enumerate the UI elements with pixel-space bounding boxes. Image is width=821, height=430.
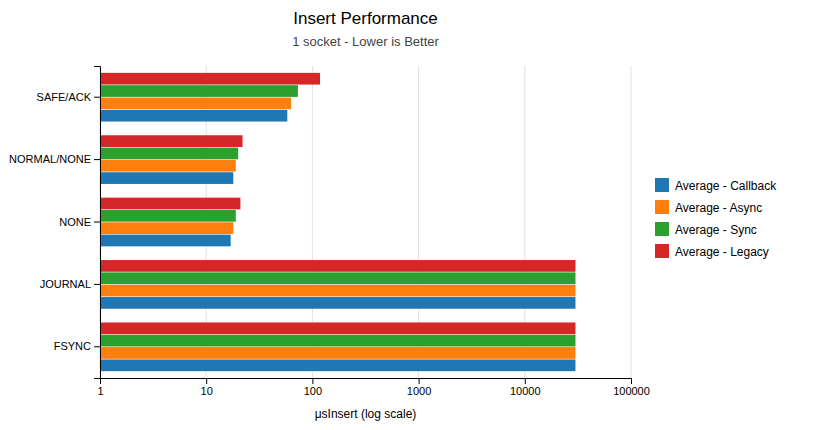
x-axis-title: μsInsert (log scale) <box>315 407 417 421</box>
bar <box>100 297 575 309</box>
tick-label: JOURNAL <box>40 278 91 290</box>
tick: 1000 <box>407 378 431 397</box>
bar-series <box>100 110 575 371</box>
legend-swatch <box>655 222 669 236</box>
tick-label: 100000 <box>613 385 650 397</box>
bar-series <box>100 98 575 359</box>
tick-mark <box>94 284 100 285</box>
bar <box>100 85 298 97</box>
plot: 1 10 100 1000 10000 100000 FSYNC JOURNAL NONE NOR… <box>9 66 650 397</box>
bar <box>100 172 233 184</box>
tick: NONE <box>59 216 100 228</box>
tick-label: 10000 <box>510 385 541 397</box>
tick-label: 1000 <box>407 385 431 397</box>
legend-label: Average - Legacy <box>675 245 769 259</box>
tick-label: NORMAL/NONE <box>9 153 91 165</box>
tick-label: 10 <box>201 385 213 397</box>
legend-label: Average - Async <box>675 201 762 215</box>
legend-item: Average - Legacy <box>655 244 769 259</box>
tick-mark <box>206 378 207 384</box>
bar <box>100 235 231 247</box>
y-axis: FSYNC JOURNAL NONE NORMAL/NONE SAFE/ACK <box>9 67 100 379</box>
bar <box>100 359 575 371</box>
tick: NORMAL/NONE <box>9 153 100 165</box>
tick-mark <box>94 97 100 98</box>
bar <box>100 73 320 85</box>
bar <box>100 272 575 284</box>
tick-label: FSYNC <box>54 340 91 352</box>
title: Insert Performance <box>293 9 438 28</box>
bars <box>100 73 575 371</box>
legend-label: Average - Callback <box>675 179 777 193</box>
bar-series <box>100 85 575 346</box>
bar <box>100 335 575 347</box>
bar <box>100 260 575 272</box>
tick-label: 100 <box>304 385 322 397</box>
tick-mark <box>631 378 632 384</box>
legend-swatch <box>655 178 669 192</box>
tick-mark <box>94 159 100 160</box>
legend-item: Average - Sync <box>655 222 757 237</box>
legend-swatch <box>655 200 669 214</box>
legend-item: Average - Async <box>655 200 762 215</box>
bar <box>100 110 287 122</box>
legend-label: Average - Sync <box>675 223 757 237</box>
tick-mark <box>94 346 100 347</box>
legend: Average - Callback Average - Async Average… <box>655 178 777 259</box>
tick: 10 <box>201 378 213 397</box>
bar <box>100 160 236 172</box>
subtitle: 1 socket - Lower is Better <box>292 34 439 49</box>
tick-mark <box>94 222 100 223</box>
grid-line <box>631 66 632 378</box>
tick: SAFE/ACK <box>37 91 100 103</box>
tick: 100000 <box>613 378 650 397</box>
chart: 1 10 100 1000 10000 100000 FSYNC JOURNAL NONE NOR… <box>0 0 821 430</box>
bar <box>100 135 243 147</box>
tick-mark <box>419 378 420 384</box>
bar <box>100 210 236 222</box>
axis-line <box>101 379 632 385</box>
bar <box>100 98 291 110</box>
tick: 1 <box>97 378 103 397</box>
tick: FSYNC <box>54 340 100 352</box>
bar <box>100 222 233 234</box>
x-axis: 1 10 100 1000 10000 100000 <box>97 378 649 397</box>
bar <box>100 148 238 160</box>
tick-mark <box>525 378 526 384</box>
bar <box>100 322 575 334</box>
bar <box>100 198 240 210</box>
tick-label: SAFE/ACK <box>37 91 92 103</box>
bar-series <box>100 73 575 334</box>
legend-item: Average - Callback <box>655 178 777 193</box>
legend-swatch <box>655 244 669 258</box>
bar <box>100 347 575 359</box>
tick: 100 <box>304 378 322 397</box>
bar <box>100 285 575 297</box>
axis-line <box>94 67 101 379</box>
tick-label: NONE <box>59 216 91 228</box>
tick-mark <box>312 378 313 384</box>
grid <box>100 66 631 378</box>
tick: 10000 <box>510 378 541 397</box>
tick-label: 1 <box>97 385 103 397</box>
tick: JOURNAL <box>40 278 100 290</box>
